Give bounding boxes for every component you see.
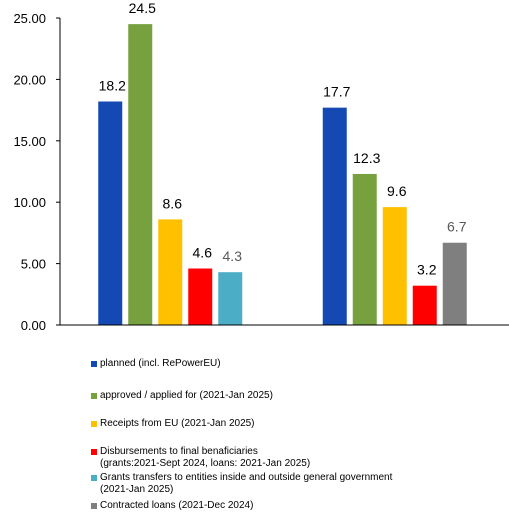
y-axis: 0.00 5.00 10.00 15.00 20.00 25.00 (13, 11, 61, 333)
y-tick-label: 10.00 (13, 195, 46, 210)
data-label: 18.2 (99, 78, 126, 94)
data-label: 6.7 (447, 219, 467, 235)
legend-item: Receipts from EU (2021-Jan 2025) (91, 418, 255, 430)
bar-chart: 0.00 5.00 10.00 15.00 20.00 25.00 18.2 24.5 8.6… (13, 0, 509, 340)
bar-grants-series-1 (98, 101, 123, 325)
legend-swatch (91, 421, 97, 427)
bar-loans-series-3 (382, 207, 407, 325)
y-tick-label: 5.00 (21, 257, 46, 272)
category-label-grants: Grants (153, 339, 198, 340)
data-label: 8.6 (163, 195, 183, 211)
legend-swatch (91, 449, 97, 455)
bar-loans-series-1 (322, 107, 347, 325)
legend-item: approved / applied for (2021-Jan 2025) (91, 390, 273, 402)
bar-loans-series-2 (352, 173, 377, 325)
data-label: 17.7 (323, 84, 350, 100)
bar-grants-series-5 (218, 272, 243, 325)
legend-label: Grants transfers to entities inside and … (100, 472, 393, 495)
legend-item: Contracted loans (2021-Dec 2024) (91, 500, 253, 512)
bar-grants-series-4 (188, 268, 213, 325)
legend-item: planned (incl. RePowerEU) (91, 358, 221, 370)
bar-grants-series-3 (158, 219, 183, 325)
data-label: 4.3 (223, 248, 243, 264)
data-label: 9.6 (387, 183, 407, 199)
data-label: 24.5 (129, 0, 156, 16)
bar-loans-series-4 (412, 285, 437, 325)
bar-loans-series-6 (442, 242, 467, 325)
data-label: 12.3 (353, 150, 380, 166)
y-tick-label: 0.00 (21, 318, 46, 333)
y-tick-label: 25.00 (13, 11, 46, 26)
legend-label: Contracted loans (2021-Dec 2024) (100, 500, 254, 511)
legend-label: Receipts from EU (2021-Jan 2025) (100, 418, 255, 429)
data-label: 3.2 (417, 262, 437, 278)
legend-label: Disbursements to final benaficiaries (gr… (100, 446, 311, 469)
legend-item: Disbursements to final benaficiaries (gr… (91, 446, 310, 470)
data-labels: 18.2 24.5 8.6 4.6 4.3 17.7 12.3 9.6 3.2 6.7 (99, 0, 467, 278)
legend-swatch (91, 393, 97, 399)
y-tick-label: 15.00 (13, 134, 46, 149)
legend-label: approved / applied for (2021-Jan 2025) (100, 390, 273, 401)
y-tick-label: 20.00 (13, 72, 46, 87)
x-axis: Grants Loans (60, 324, 509, 340)
legend-swatch (91, 503, 97, 509)
bar-grants-series-2 (128, 24, 153, 325)
legend-label: planned (incl. RePowerEU) (100, 358, 221, 369)
legend-swatch (91, 361, 97, 367)
legend-swatch (91, 475, 97, 481)
legend-item: Grants transfers to entities inside and … (91, 472, 392, 496)
bars (98, 24, 467, 325)
category-label-loans: Loans (379, 339, 420, 340)
data-label: 4.6 (193, 245, 213, 261)
